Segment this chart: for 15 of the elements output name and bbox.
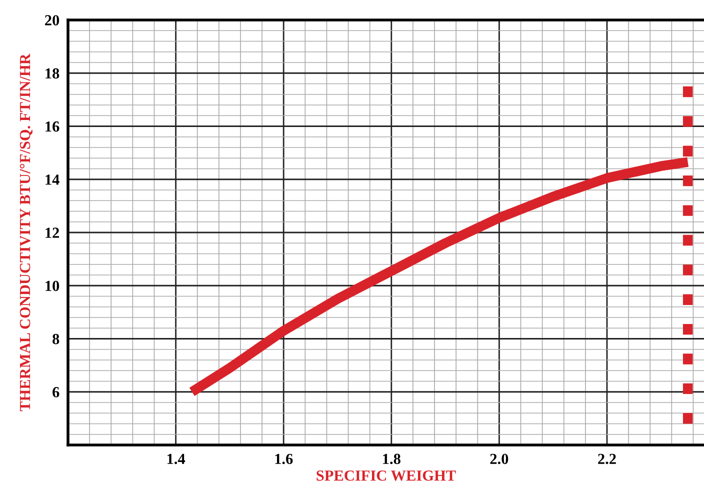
- x-tick-label: 2.0: [490, 454, 508, 464]
- y-tick-label: 8: [52, 334, 60, 344]
- x-tick-label: 1.8: [383, 454, 400, 464]
- x-tick-label: 2.2: [598, 454, 616, 464]
- y-tick-label: 20: [45, 15, 60, 26]
- x-tick-label: 1.6: [275, 454, 293, 464]
- y-tick-label: 6: [52, 387, 60, 398]
- y-tick-label: 10: [46, 280, 60, 292]
- y-tick-label: 12: [46, 228, 60, 238]
- y-tick-label: 14: [46, 174, 60, 185]
- y-tick-label: 16: [46, 121, 60, 132]
- x-axis-title: SPECIFIC WEIGHT: [316, 470, 456, 481]
- y-axis-title: THERMAL CONDUCTIVITY BTU/°F/SQ. FT/IN/HR: [20, 53, 32, 412]
- x-tick-label: 1.4: [167, 454, 186, 464]
- y-tick-label: 18: [46, 68, 60, 79]
